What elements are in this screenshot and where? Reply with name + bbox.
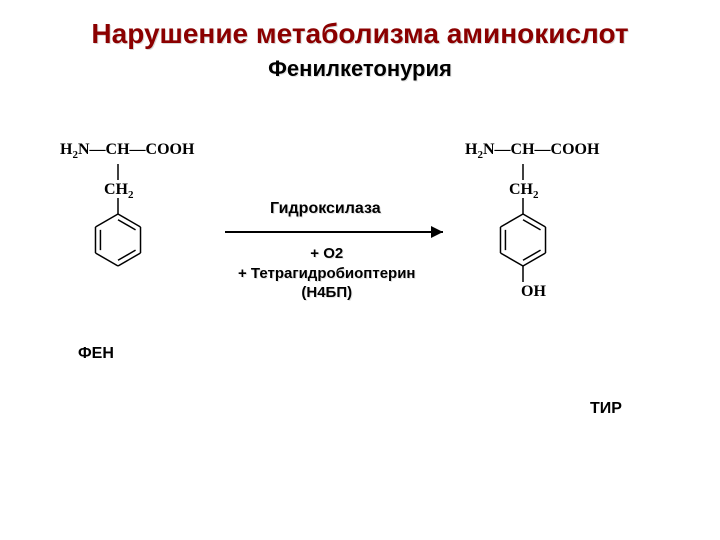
product-skeleton: CH2 OH (465, 162, 625, 352)
txt: COOH (551, 141, 600, 158)
txt: — (90, 141, 106, 158)
reagent-o2-prefix: + О2 (310, 245, 343, 262)
txt: N (483, 141, 495, 158)
txt: — (130, 141, 146, 158)
substrate-skeleton: CH2 (60, 162, 220, 312)
txt: CH (511, 141, 535, 158)
product-topline: H2N—CH—COOH (465, 140, 625, 162)
main-title: Нарушение метаболизма аминокислот (40, 18, 680, 50)
txt: N (78, 141, 90, 158)
svg-text:CH2: CH2 (104, 181, 134, 201)
substrate-label: ФЕН (78, 345, 114, 363)
sub-title: Фенилкетонурия (40, 56, 680, 82)
slide: Нарушение метаболизма аминокислот Фенилк… (0, 0, 720, 540)
reagents: + О2 + Тетрагидробиоптерин (Н4БП) (238, 244, 416, 303)
txt: — (495, 141, 511, 158)
substrate-topline: H2N—CH—COOH (60, 140, 220, 162)
txt: H (60, 141, 72, 158)
enzyme-name: Гидроксилаза (270, 200, 381, 218)
svg-text:CH2: CH2 (509, 181, 539, 201)
product-structure: H2N—CH—COOH CH2OH (465, 140, 625, 352)
svg-text:OH: OH (521, 283, 546, 300)
txt: CH (106, 141, 130, 158)
product-label: ТИР (590, 400, 622, 418)
txt: H (465, 141, 477, 158)
txt: COOH (146, 141, 195, 158)
txt: — (535, 141, 551, 158)
reaction-arrow (225, 222, 445, 242)
reagent-bh4-abbr: (Н4БП) (238, 283, 416, 303)
reagent-bh4: + Тетрагидробиоптерин (238, 264, 416, 284)
substrate-structure: H2N—CH—COOH CH2 (60, 140, 220, 312)
